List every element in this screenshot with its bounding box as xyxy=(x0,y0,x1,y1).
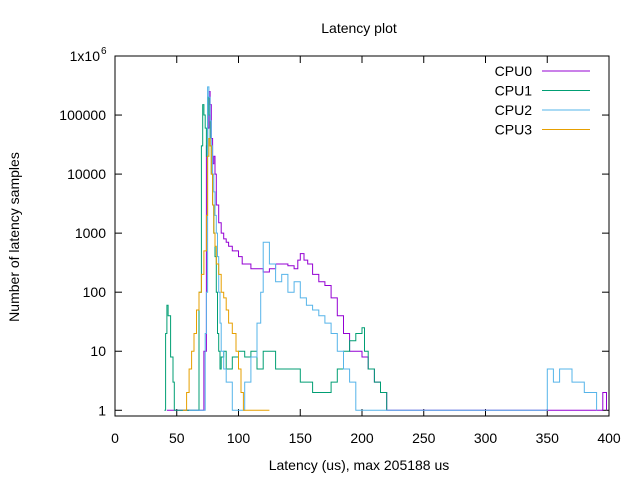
legend: CPU0 CPU1 CPU2 CPU3 xyxy=(495,63,590,138)
plot-frame xyxy=(114,55,610,417)
y-tick-label: 1 xyxy=(98,402,106,418)
chart-title: Latency plot xyxy=(321,20,397,36)
legend-label: CPU0 xyxy=(495,63,533,79)
legend-label: CPU1 xyxy=(495,83,533,99)
x-tick-label: 350 xyxy=(536,430,560,446)
y-axis: 1 10 100 1000 10000 100000 1x10 6 xyxy=(59,46,609,418)
y-tick-label: 100 xyxy=(83,284,107,300)
x-tick-label: 50 xyxy=(169,430,185,446)
x-tick-label: 200 xyxy=(350,430,374,446)
x-axis-label: Latency (us), max 205188 us xyxy=(269,457,450,473)
y-tick-label: 10000 xyxy=(67,166,106,182)
series-lines xyxy=(164,86,607,411)
legend-label: CPU2 xyxy=(495,102,533,118)
x-tick-label: 100 xyxy=(227,430,251,446)
x-tick-label: 150 xyxy=(289,430,313,446)
y-tick-label: 10 xyxy=(90,343,106,359)
y-tick-label: 1000 xyxy=(75,225,106,241)
series-line-cpu2 xyxy=(189,86,598,411)
x-tick-label: 400 xyxy=(597,430,621,446)
y-tick-label: 100000 xyxy=(59,107,106,123)
x-axis: 0 50 100 150 200 250 300 350 400 xyxy=(111,56,621,446)
x-tick-label: 0 xyxy=(111,430,119,446)
series-line-cpu0 xyxy=(166,91,607,411)
legend-label: CPU3 xyxy=(495,122,533,138)
series-line-cpu3 xyxy=(182,138,270,411)
x-tick-label: 300 xyxy=(474,430,498,446)
y-axis-label: Number of latency samples xyxy=(6,152,22,322)
series-line-cpu1 xyxy=(164,96,388,411)
y-tick-label: 1x10 xyxy=(70,48,101,64)
y-tick-exponent: 6 xyxy=(101,46,107,57)
x-tick-label: 250 xyxy=(412,430,436,446)
